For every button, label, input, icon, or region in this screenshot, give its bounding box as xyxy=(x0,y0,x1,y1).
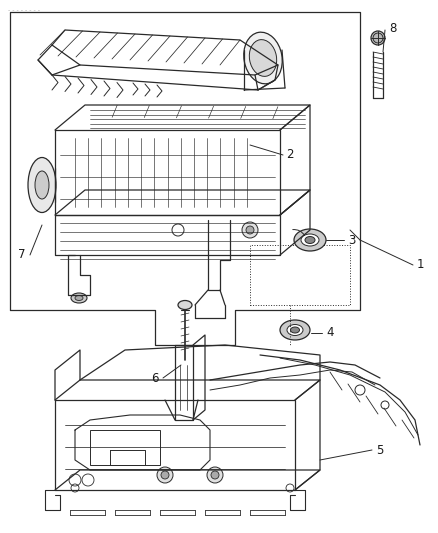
Text: 5: 5 xyxy=(376,443,384,456)
Ellipse shape xyxy=(178,301,192,310)
Ellipse shape xyxy=(294,229,326,251)
Ellipse shape xyxy=(35,171,49,199)
Ellipse shape xyxy=(280,320,310,340)
Bar xyxy=(90,430,160,465)
Text: 7: 7 xyxy=(18,248,26,262)
Ellipse shape xyxy=(75,295,83,301)
Text: - - - - - - - -: - - - - - - - - xyxy=(8,8,40,13)
Ellipse shape xyxy=(305,237,315,244)
Circle shape xyxy=(211,471,219,479)
Text: 4: 4 xyxy=(326,327,334,340)
Ellipse shape xyxy=(249,39,277,76)
Circle shape xyxy=(242,222,258,238)
Ellipse shape xyxy=(71,293,87,303)
Ellipse shape xyxy=(290,327,300,333)
Ellipse shape xyxy=(371,31,385,45)
Ellipse shape xyxy=(28,157,56,213)
Circle shape xyxy=(207,467,223,483)
Ellipse shape xyxy=(287,325,303,335)
Text: 3: 3 xyxy=(348,233,356,246)
Text: 1: 1 xyxy=(416,259,424,271)
Circle shape xyxy=(246,226,254,234)
Text: 6: 6 xyxy=(151,372,159,384)
Text: 2: 2 xyxy=(286,149,294,161)
Ellipse shape xyxy=(301,234,319,246)
Circle shape xyxy=(157,467,173,483)
Ellipse shape xyxy=(373,33,383,43)
Bar xyxy=(250,245,350,305)
Text: 8: 8 xyxy=(389,21,397,35)
Ellipse shape xyxy=(244,32,282,84)
Circle shape xyxy=(161,471,169,479)
